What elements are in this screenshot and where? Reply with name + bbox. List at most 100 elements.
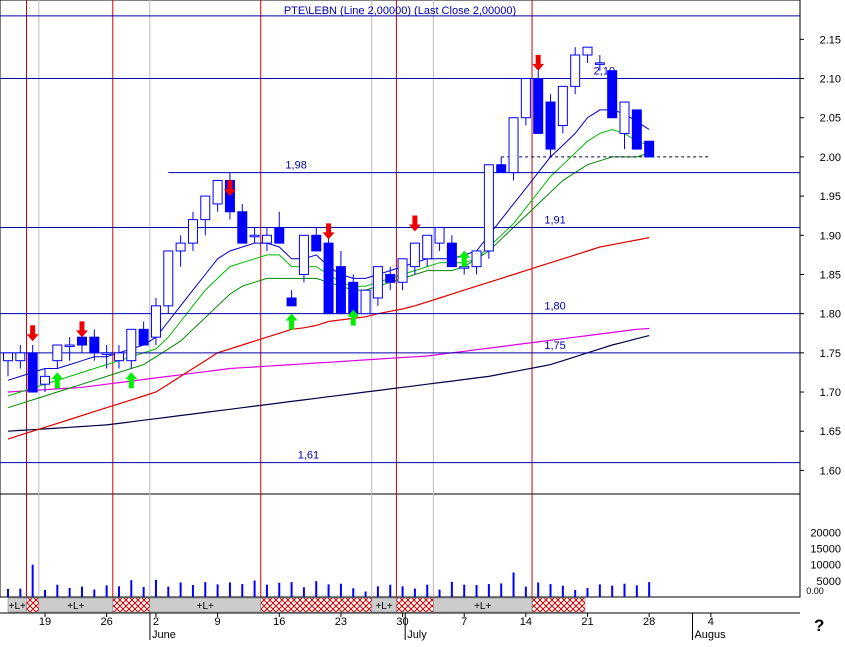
volume-tick-label: 10000 xyxy=(810,560,841,572)
date-tick-label: 16 xyxy=(273,616,285,628)
candle-body xyxy=(150,305,161,338)
help-icon[interactable]: ? xyxy=(814,616,825,635)
candle-body xyxy=(631,109,642,150)
candle-body xyxy=(286,297,297,307)
price-tick-label: 1.80 xyxy=(820,309,841,321)
candle-body xyxy=(545,101,556,150)
candle-body xyxy=(261,234,272,244)
date-tick-label: 19 xyxy=(39,616,51,628)
volume-tick-label: 15000 xyxy=(810,544,841,556)
candle-body xyxy=(138,328,149,346)
date-tick-label: 23 xyxy=(335,616,347,628)
candle-body xyxy=(298,234,309,275)
band-label: +L+ xyxy=(474,601,491,612)
candle-body xyxy=(175,242,186,252)
month-label: Augus xyxy=(694,629,726,641)
candle-body xyxy=(274,226,285,244)
sell-arrow-icon xyxy=(408,215,421,232)
candle-body xyxy=(76,336,87,346)
price-tick-label: 2.05 xyxy=(820,113,841,125)
chart-header-text: PTE\LEBN (Line 2,00000) (Last Close 2,00… xyxy=(284,5,516,17)
volume-layer xyxy=(7,564,651,597)
candle-body xyxy=(644,140,655,158)
volume-tick-label: 20000 xyxy=(810,527,841,539)
date-tick-label: 14 xyxy=(520,616,532,628)
candle-body xyxy=(385,273,396,283)
candle-body xyxy=(520,78,531,119)
level-label: 1,75 xyxy=(544,340,565,352)
candle-body xyxy=(39,375,50,385)
candle-body xyxy=(360,289,371,315)
candle-body xyxy=(483,164,494,252)
ma-red-line xyxy=(7,237,650,440)
candle-body xyxy=(496,164,507,174)
level-label: 1,98 xyxy=(285,160,306,172)
candle-body xyxy=(52,344,63,362)
date-tick-label: 28 xyxy=(643,616,655,628)
grid-layer xyxy=(0,0,801,598)
ma-navy-line xyxy=(7,335,650,432)
candle-body xyxy=(508,117,519,174)
candle-body xyxy=(335,266,346,315)
date-tick-label: 7 xyxy=(461,616,467,628)
price-tick-label: 1.90 xyxy=(820,230,841,242)
candle-body xyxy=(397,258,408,283)
candle-body xyxy=(557,85,568,127)
candle-body xyxy=(533,78,544,134)
band-label: +L+ xyxy=(197,601,214,612)
horizontal-levels-layer: 2,101,981,911,801,751,61 xyxy=(0,15,800,464)
date-tick-label: 4 xyxy=(708,616,714,628)
candle-body xyxy=(15,352,26,362)
sell-arrow-icon xyxy=(322,223,335,240)
level-label: 1,80 xyxy=(544,301,565,313)
sell-arrow-icon xyxy=(532,54,545,71)
price-tick-label: 1.60 xyxy=(820,465,841,477)
date-tick-label: 9 xyxy=(215,616,221,628)
buy-arrow-icon xyxy=(347,309,360,326)
price-tick-label: 2.15 xyxy=(820,34,841,46)
price-tick-label: 1.75 xyxy=(820,348,841,360)
price-tick-label: 2.00 xyxy=(820,152,841,164)
price-tick-label: 1.85 xyxy=(820,269,841,281)
price-tick-label: 1.95 xyxy=(820,191,841,203)
candle-body xyxy=(126,328,137,362)
candle-body xyxy=(607,70,618,119)
date-tick-label: 30 xyxy=(396,616,408,628)
signal-arrows-layer xyxy=(26,54,545,389)
candle-body xyxy=(570,54,581,87)
candle-body xyxy=(27,352,38,393)
volume-zero-label: 0.00 xyxy=(806,586,824,596)
candle-body xyxy=(594,62,605,65)
sell-arrow-icon xyxy=(26,325,39,342)
candle-body xyxy=(459,266,470,269)
short-signal-band xyxy=(112,597,151,613)
short-signal-band xyxy=(260,597,372,613)
buy-arrow-icon xyxy=(285,313,298,330)
sell-arrow-icon xyxy=(223,180,236,197)
price-pane-frame xyxy=(0,0,801,598)
candle-body xyxy=(187,219,198,244)
candle-body xyxy=(249,234,260,238)
band-label: +L+ xyxy=(9,601,26,612)
candle-body xyxy=(422,234,433,260)
short-signal-band xyxy=(531,597,586,613)
candle-body xyxy=(582,46,593,56)
candle-body xyxy=(64,344,75,348)
candle-body xyxy=(163,250,174,307)
date-tick-label: 2 xyxy=(153,616,159,628)
candle-body xyxy=(434,226,445,244)
level-label: 1,91 xyxy=(544,214,565,226)
sell-arrow-icon xyxy=(75,321,88,338)
candle-body xyxy=(311,234,322,252)
price-tick-label: 2.10 xyxy=(820,74,841,86)
level-label: 1,61 xyxy=(298,450,319,462)
candle-body xyxy=(113,352,124,362)
buy-arrow-icon xyxy=(51,372,64,389)
candle-body xyxy=(323,242,334,315)
buy-arrow-icon xyxy=(125,372,138,389)
candle-body xyxy=(89,336,100,354)
short-signal-band xyxy=(26,597,40,613)
